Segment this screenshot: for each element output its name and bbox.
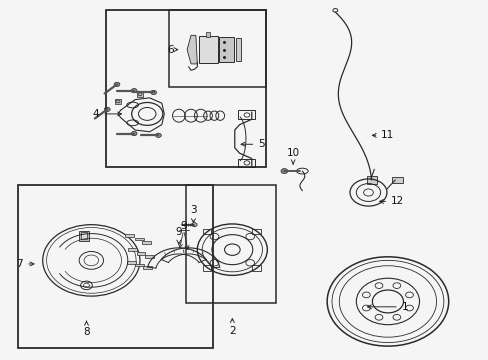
Bar (238, 158, 255, 167)
Circle shape (281, 168, 287, 174)
Text: 3: 3 (190, 205, 196, 222)
Bar (143, 266, 152, 269)
Bar (127, 248, 136, 251)
Text: 8: 8 (83, 321, 90, 337)
Bar (391, 177, 402, 183)
Text: 10: 10 (286, 148, 299, 164)
Circle shape (104, 107, 110, 112)
Bar (186, 185, 276, 303)
Bar (106, 10, 266, 167)
Circle shape (131, 131, 137, 136)
Bar (366, 176, 376, 184)
Circle shape (114, 82, 120, 86)
Circle shape (150, 90, 156, 95)
Bar (115, 99, 121, 104)
Bar (19, 185, 212, 348)
Text: 6: 6 (167, 45, 178, 55)
Text: 4: 4 (93, 109, 121, 119)
Bar (169, 10, 266, 87)
Polygon shape (191, 222, 197, 227)
Bar (252, 229, 261, 234)
Text: 5: 5 (241, 139, 264, 149)
Bar (199, 36, 217, 63)
Circle shape (131, 89, 137, 93)
Bar (238, 111, 255, 119)
Bar (218, 37, 234, 62)
Text: 11: 11 (371, 130, 394, 140)
Circle shape (155, 133, 161, 138)
Bar (126, 261, 135, 264)
Bar (144, 255, 153, 258)
Bar (81, 232, 87, 239)
Bar (135, 264, 143, 266)
Text: 7: 7 (17, 259, 34, 269)
Text: 9: 9 (180, 221, 186, 231)
Bar (203, 265, 211, 271)
Polygon shape (205, 32, 210, 37)
Bar (142, 241, 151, 244)
Polygon shape (187, 35, 197, 64)
Bar (125, 234, 134, 237)
Text: 2: 2 (228, 319, 235, 336)
Bar (235, 38, 240, 61)
Text: 1: 1 (367, 302, 407, 312)
Text: 12: 12 (379, 197, 404, 206)
Bar (79, 231, 89, 241)
Text: 9: 9 (175, 227, 182, 244)
Bar (135, 238, 143, 240)
Bar (136, 252, 145, 255)
Bar (252, 265, 261, 271)
Bar (203, 229, 211, 234)
Bar (136, 92, 143, 97)
